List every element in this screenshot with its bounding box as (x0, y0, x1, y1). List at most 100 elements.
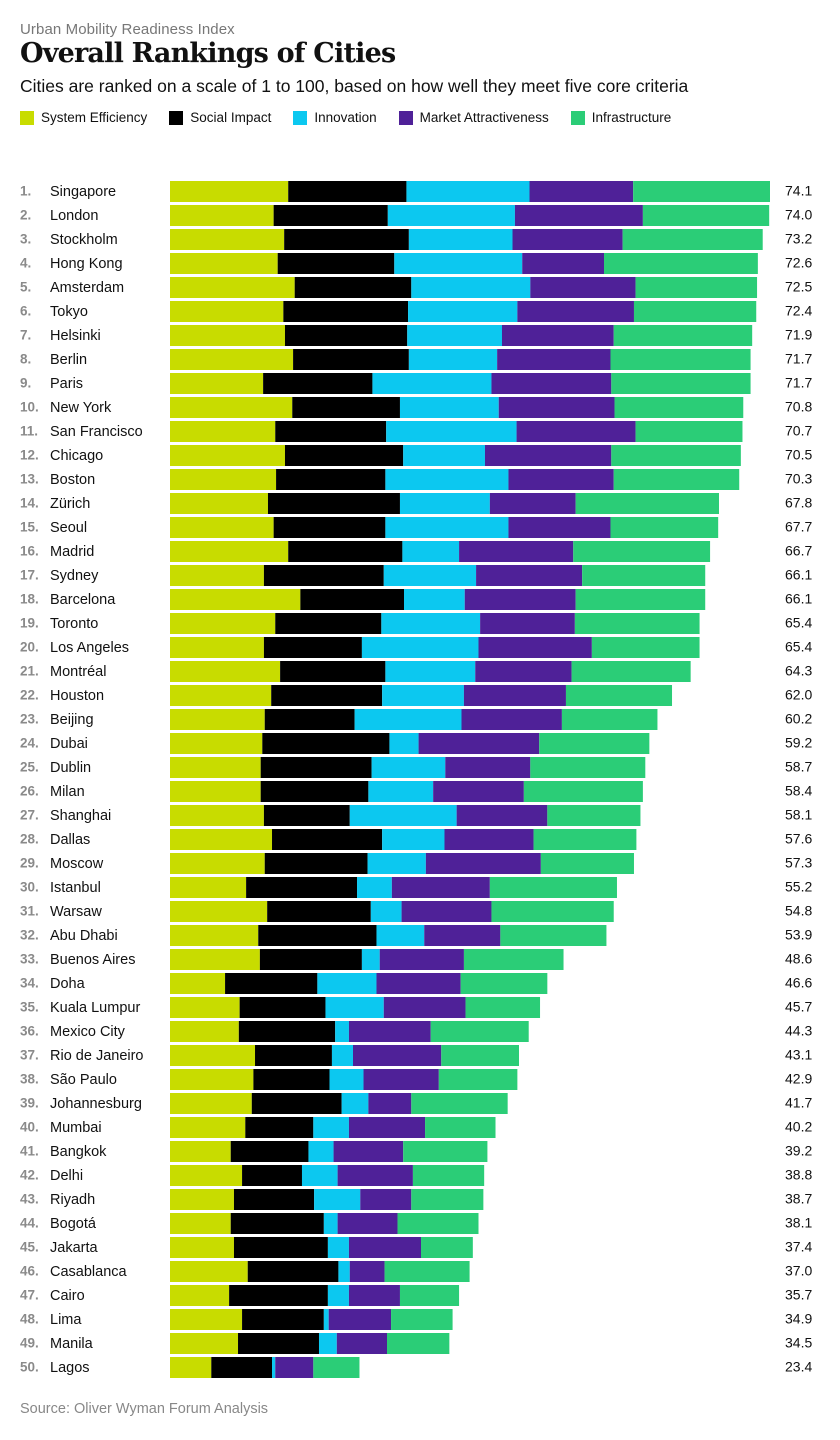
bar-segment-infrastructure (613, 325, 753, 346)
legend-label: Infrastructure (591, 110, 672, 125)
bar-segment-system-efficiency (170, 973, 226, 994)
rank-label: 13. (20, 472, 39, 487)
rank-label: 33. (20, 952, 39, 967)
city-label: Cairo (50, 1288, 85, 1304)
legend-label: Innovation (314, 110, 377, 125)
bar-segment-market-attractiveness (476, 565, 583, 586)
bar-segment-innovation (389, 733, 419, 754)
bar-segment-social-impact (233, 1189, 315, 1210)
bar-row-doha: 34. Doha 46.6 (20, 973, 812, 994)
bar-segment-innovation (354, 709, 462, 730)
bar-segment-infrastructure (425, 1117, 496, 1138)
bar-segment-social-impact (263, 637, 362, 658)
bar-segment-system-efficiency (170, 1285, 230, 1306)
total-score-label: 70.7 (785, 423, 812, 439)
bar-segment-system-efficiency (170, 901, 268, 922)
bar-row-jakarta: 45. Jakarta 37.4 (20, 1237, 812, 1258)
bar-segment-market-attractiveness (497, 349, 611, 370)
total-score-label: 60.2 (785, 711, 812, 727)
bar-segment-infrastructure (591, 637, 700, 658)
bar-segment-innovation (399, 493, 490, 514)
bar-segment-infrastructure (313, 1357, 360, 1378)
bar-segment-innovation (370, 901, 402, 922)
rank-label: 31. (20, 904, 39, 919)
bar-segment-system-efficiency (170, 853, 265, 874)
legend-swatch (293, 110, 308, 125)
rank-label: 40. (20, 1120, 39, 1135)
total-score-label: 65.4 (785, 615, 812, 631)
rank-label: 14. (20, 496, 39, 511)
bar-segment-infrastructure (622, 229, 763, 250)
bar-segment-infrastructure (610, 517, 719, 538)
total-score-label: 66.1 (785, 567, 812, 583)
bar-segment-social-impact (294, 277, 412, 298)
bar-row-tokyo: 6. Tokyo 72.4 (20, 301, 812, 322)
bar-segment-social-impact (273, 517, 386, 538)
bar-segment-system-efficiency (170, 733, 263, 754)
total-score-label: 62.0 (785, 687, 812, 703)
bar-row-san-francisco: 11. San Francisco 70.7 (20, 421, 812, 442)
bar-segment-system-efficiency (170, 205, 274, 226)
bar-segment-system-efficiency (170, 829, 273, 850)
bar-segment-system-efficiency (170, 181, 289, 202)
bar-segment-innovation (406, 181, 530, 202)
total-score-label: 64.3 (785, 663, 812, 679)
bar-segment-innovation (372, 373, 492, 394)
bar-segment-system-efficiency (170, 541, 289, 562)
bar-segment-infrastructure (574, 613, 700, 634)
bar-segment-infrastructure (614, 397, 744, 418)
city-label: Lagos (50, 1360, 90, 1376)
city-label: Dublin (50, 760, 91, 776)
bar-segment-innovation (387, 205, 515, 226)
bar-segment-market-attractiveness (425, 853, 541, 874)
total-score-label: 42.9 (785, 1071, 812, 1087)
bar-segment-system-efficiency (170, 469, 277, 490)
total-score-label: 38.7 (785, 1191, 812, 1207)
city-label: Kuala Lumpur (50, 1000, 140, 1016)
bar-row-new-york: 10. New York 70.8 (20, 397, 812, 418)
bar-segment-innovation (368, 781, 434, 802)
bar-segment-market-attractiveness (348, 1117, 426, 1138)
bar-segment-infrastructure (571, 661, 691, 682)
rank-label: 17. (20, 568, 39, 583)
bar-segment-social-impact (253, 1069, 330, 1090)
bar-segment-system-efficiency (170, 1141, 231, 1162)
bar-segment-innovation (323, 1309, 329, 1330)
city-label: Jakarta (50, 1240, 98, 1256)
bar-row-montr-al: 21. Montréal 64.3 (20, 661, 812, 682)
total-score-label: 72.4 (785, 303, 812, 319)
bar-row-bangkok: 41. Bangkok 39.2 (20, 1141, 812, 1162)
bar-row-abu-dhabi: 32. Abu Dhabi 53.9 (20, 925, 812, 946)
bar-segment-market-attractiveness (491, 373, 612, 394)
bar-segment-innovation (331, 1045, 353, 1066)
bar-segment-innovation (404, 589, 465, 610)
bar-segment-system-efficiency (170, 1093, 252, 1114)
legend-swatch (169, 110, 184, 125)
city-label: Bogotá (50, 1216, 97, 1232)
bar-segment-infrastructure (399, 1285, 460, 1306)
bar-segment-system-efficiency (170, 1117, 246, 1138)
city-label: Delhi (50, 1168, 83, 1184)
bar-segment-infrastructure (611, 445, 741, 466)
bar-segment-innovation (308, 1141, 334, 1162)
total-score-label: 35.7 (785, 1287, 812, 1303)
bar-segment-system-efficiency (170, 325, 285, 346)
bar-segment-social-impact (242, 1309, 324, 1330)
bar-segment-market-attractiveness (348, 1237, 422, 1258)
total-score-label: 23.4 (785, 1359, 812, 1375)
bar-segment-infrastructure (411, 1093, 508, 1114)
total-score-label: 34.5 (785, 1335, 812, 1351)
bar-segment-system-efficiency (170, 997, 240, 1018)
bar-segment-infrastructure (523, 781, 643, 802)
bar-segment-market-attractiveness (512, 229, 623, 250)
bar-segment-market-attractiveness (508, 469, 614, 490)
bar-segment-social-impact (300, 589, 404, 610)
city-label: London (50, 208, 98, 224)
rank-label: 47. (20, 1288, 39, 1303)
bar-segment-system-efficiency (170, 589, 301, 610)
total-score-label: 67.8 (785, 495, 812, 511)
bar-row-madrid: 16. Madrid 66.7 (20, 541, 812, 562)
total-score-label: 70.5 (785, 447, 812, 463)
total-score-label: 72.6 (785, 255, 812, 271)
